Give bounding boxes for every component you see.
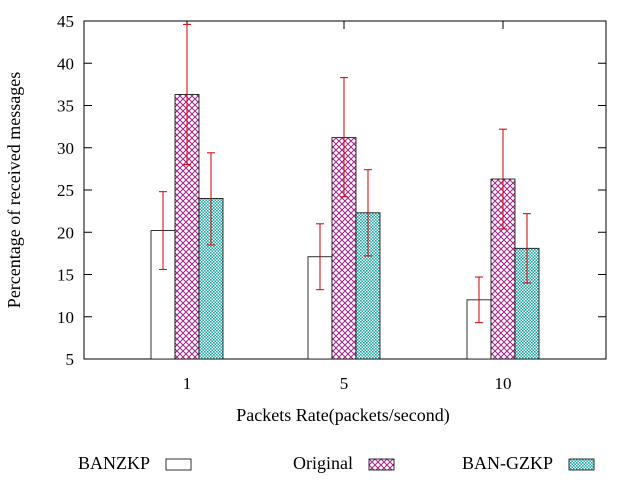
legend-swatch-original [368, 458, 395, 471]
legend: BANZKP Original BAN-GZKP [78, 453, 595, 473]
x-tick-label: 1 [183, 374, 192, 393]
y-tick-label: 15 [57, 266, 74, 285]
legend-swatch-banzkp [165, 458, 192, 471]
x-axis-label: Packets Rate(packets/second) [236, 405, 449, 426]
error-bar-banzkp-10 [475, 276, 483, 324]
legend-label-ban-gzkp: BAN-GZKP [462, 453, 553, 473]
bars [150, 94, 540, 360]
error-bar-original-1 [183, 23, 191, 166]
legend-label-original: Original [293, 453, 353, 473]
x-tick-label: 5 [340, 374, 349, 393]
error-bar-original-5 [340, 77, 348, 198]
y-tick-label: 25 [57, 181, 74, 200]
error-bar-ban-gzkp-5 [364, 169, 372, 257]
y-axis: 5 10 15 20 25 30 35 40 45 [57, 12, 606, 369]
legend-label-banzkp: BANZKP [78, 453, 150, 473]
error-bars [159, 23, 531, 324]
error-bar-banzkp-1 [159, 191, 167, 270]
y-tick-label: 10 [57, 308, 74, 327]
x-tick-label: 10 [495, 374, 512, 393]
y-tick-label: 35 [57, 97, 74, 116]
y-tick-label: 20 [57, 223, 74, 242]
y-tick-label: 45 [57, 12, 74, 31]
error-bar-ban-gzkp-10 [523, 213, 531, 284]
error-bar-original-10 [499, 128, 507, 230]
y-tick-label: 40 [57, 54, 74, 73]
y-tick-label: 30 [57, 139, 74, 158]
legend-swatch-ban-gzkp [568, 458, 595, 471]
error-bar-ban-gzkp-1 [207, 152, 215, 246]
error-bar-banzkp-5 [316, 223, 324, 291]
y-tick-label: 5 [66, 350, 75, 369]
y-axis-label: Percentage of received messages [4, 72, 24, 308]
